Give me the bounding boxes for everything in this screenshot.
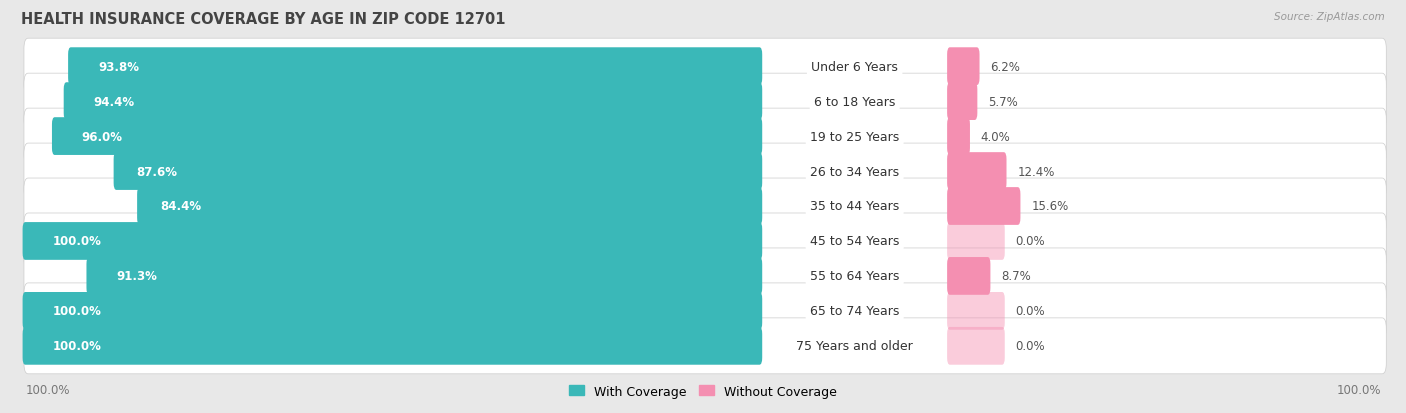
FancyBboxPatch shape: [22, 327, 762, 365]
Text: 19 to 25 Years: 19 to 25 Years: [810, 130, 900, 143]
FancyBboxPatch shape: [948, 327, 1005, 365]
Text: 87.6%: 87.6%: [136, 165, 177, 178]
Text: 94.4%: 94.4%: [94, 95, 135, 108]
FancyBboxPatch shape: [948, 257, 990, 295]
FancyBboxPatch shape: [24, 109, 1386, 165]
Text: 100.0%: 100.0%: [52, 235, 101, 248]
FancyBboxPatch shape: [948, 223, 1005, 260]
Text: HEALTH INSURANCE COVERAGE BY AGE IN ZIP CODE 12701: HEALTH INSURANCE COVERAGE BY AGE IN ZIP …: [21, 12, 506, 27]
Text: 12.4%: 12.4%: [1018, 165, 1054, 178]
FancyBboxPatch shape: [138, 188, 762, 225]
FancyBboxPatch shape: [22, 292, 762, 330]
Text: 91.3%: 91.3%: [117, 270, 157, 283]
Text: 6 to 18 Years: 6 to 18 Years: [814, 95, 896, 108]
Text: 35 to 44 Years: 35 to 44 Years: [810, 200, 900, 213]
Text: 0.0%: 0.0%: [1015, 339, 1045, 352]
Text: 0.0%: 0.0%: [1015, 305, 1045, 318]
Text: 4.0%: 4.0%: [981, 130, 1011, 143]
Text: Source: ZipAtlas.com: Source: ZipAtlas.com: [1274, 12, 1385, 22]
FancyBboxPatch shape: [948, 292, 1005, 330]
Text: 8.7%: 8.7%: [1001, 270, 1031, 283]
Text: 15.6%: 15.6%: [1032, 200, 1069, 213]
FancyBboxPatch shape: [948, 48, 980, 86]
Text: 65 to 74 Years: 65 to 74 Years: [810, 305, 900, 318]
Legend: With Coverage, Without Coverage: With Coverage, Without Coverage: [564, 380, 842, 403]
FancyBboxPatch shape: [24, 178, 1386, 235]
Text: 100.0%: 100.0%: [52, 339, 101, 352]
Text: 5.7%: 5.7%: [988, 95, 1018, 108]
FancyBboxPatch shape: [63, 83, 762, 121]
FancyBboxPatch shape: [24, 39, 1386, 95]
FancyBboxPatch shape: [24, 144, 1386, 199]
FancyBboxPatch shape: [948, 153, 1007, 190]
FancyBboxPatch shape: [52, 118, 762, 156]
Text: 75 Years and older: 75 Years and older: [796, 339, 912, 352]
FancyBboxPatch shape: [24, 318, 1386, 374]
Text: 96.0%: 96.0%: [82, 130, 122, 143]
Text: 100.0%: 100.0%: [52, 305, 101, 318]
Text: 0.0%: 0.0%: [1015, 235, 1045, 248]
Text: 84.4%: 84.4%: [160, 200, 201, 213]
Text: 26 to 34 Years: 26 to 34 Years: [810, 165, 900, 178]
FancyBboxPatch shape: [22, 223, 762, 260]
FancyBboxPatch shape: [114, 153, 762, 190]
Text: 55 to 64 Years: 55 to 64 Years: [810, 270, 900, 283]
FancyBboxPatch shape: [24, 74, 1386, 130]
FancyBboxPatch shape: [948, 188, 1021, 225]
Text: 100.0%: 100.0%: [1336, 384, 1381, 396]
Text: 93.8%: 93.8%: [98, 61, 139, 74]
Text: 100.0%: 100.0%: [25, 384, 70, 396]
FancyBboxPatch shape: [24, 248, 1386, 304]
FancyBboxPatch shape: [86, 257, 762, 295]
FancyBboxPatch shape: [24, 214, 1386, 269]
FancyBboxPatch shape: [24, 283, 1386, 339]
FancyBboxPatch shape: [948, 118, 970, 156]
Text: 45 to 54 Years: 45 to 54 Years: [810, 235, 900, 248]
Text: 6.2%: 6.2%: [990, 61, 1021, 74]
FancyBboxPatch shape: [948, 83, 977, 121]
Text: Under 6 Years: Under 6 Years: [811, 61, 898, 74]
FancyBboxPatch shape: [67, 48, 762, 86]
